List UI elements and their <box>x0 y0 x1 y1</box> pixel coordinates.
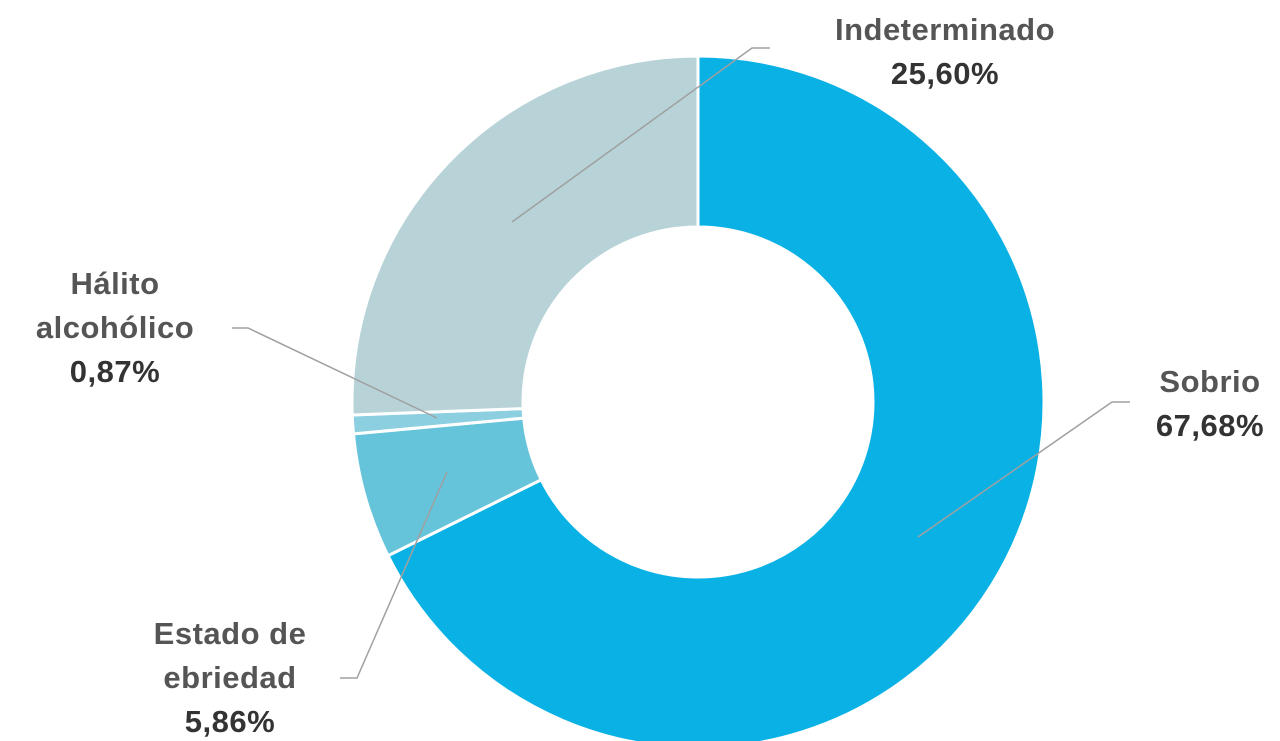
value-label: 0,87% <box>69 354 161 389</box>
category-label: Estado de ebriedad <box>153 616 307 695</box>
slice <box>386 54 1046 741</box>
slice-label: Hálito alcohólico 0,87% <box>10 262 220 394</box>
slice-label: Sobrio 67,68% <box>1120 360 1280 448</box>
leader-line <box>232 327 438 419</box>
category-label: Hálito alcohólico <box>35 266 195 345</box>
slice-label: Estado de ebriedad 5,86% <box>120 612 340 741</box>
category-label: Sobrio <box>1159 364 1261 399</box>
leader-line <box>917 401 1130 538</box>
value-label: 25,60% <box>890 56 1000 91</box>
slice-label: Indeterminado 25,60% <box>770 8 1120 96</box>
category-label: Indeterminado <box>834 12 1056 47</box>
value-label: 5,86% <box>184 704 276 739</box>
slice <box>350 54 700 417</box>
leader-line <box>511 47 770 223</box>
value-label: 67,68% <box>1155 408 1265 443</box>
leader-line <box>340 471 448 679</box>
